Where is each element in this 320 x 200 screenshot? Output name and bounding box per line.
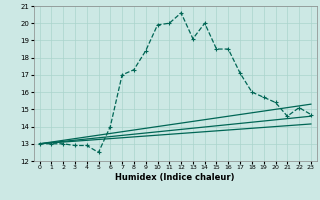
X-axis label: Humidex (Indice chaleur): Humidex (Indice chaleur) (116, 173, 235, 182)
